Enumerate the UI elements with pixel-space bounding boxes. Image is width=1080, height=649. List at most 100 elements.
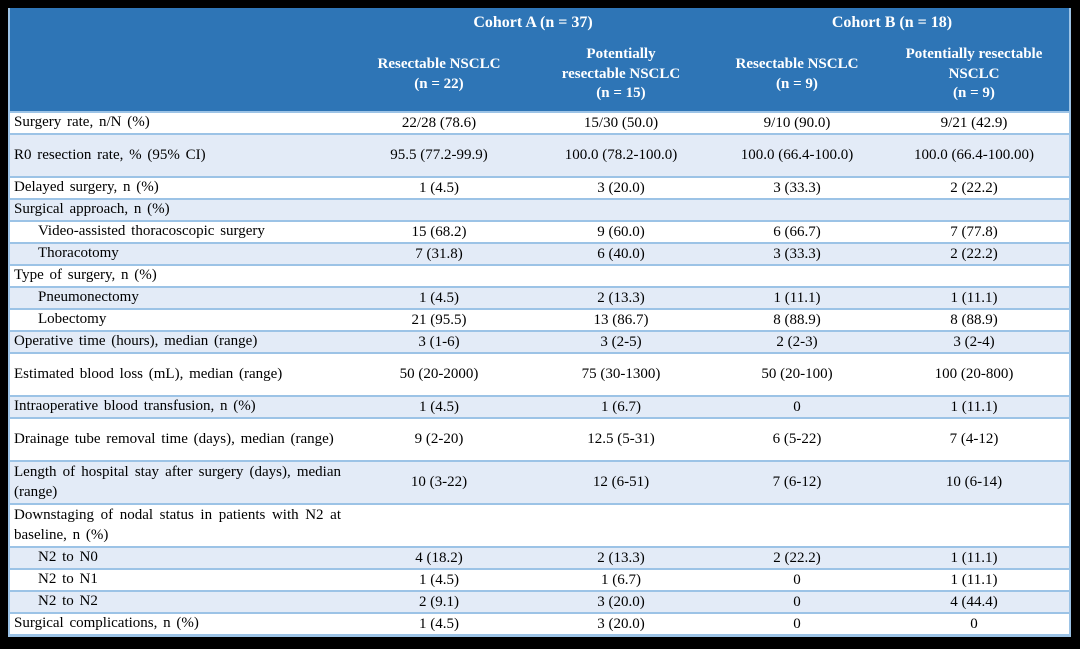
value-cell: 1 (4.5) (419, 179, 459, 196)
row-label: Surgery rate, n/N (%) (14, 114, 150, 131)
value-cell: 12 (6-51) (592, 474, 650, 490)
value-cell: 10 (3-22) (410, 474, 468, 490)
column-header-resectable-a: Resectable NSCLC (n = 22) (377, 56, 501, 92)
value-cell: 4 (44.4) (950, 593, 998, 610)
cohort-header-row: Cohort A (n = 37) Cohort B (n = 18) (10, 8, 1069, 38)
value-cell: 9 (60.0) (597, 223, 645, 240)
value-cell: 9/21 (42.9) (940, 114, 1008, 131)
value-cell: 75 (30-1300) (581, 366, 661, 382)
value-cell: 15/30 (50.0) (583, 114, 659, 131)
row-label: N2 to N0 (38, 549, 98, 566)
row-label: Length of hospital stay after surgery (d… (14, 464, 341, 500)
value-cell: 6 (5-22) (772, 431, 822, 447)
value-cell: 8 (88.9) (773, 311, 821, 328)
value-cell: 3 (2-4) (953, 333, 995, 350)
value-cell: 3 (33.3) (773, 179, 821, 196)
row-label: Video-assisted thoracoscopic surgery (38, 223, 265, 240)
row-label: Intraoperative blood transfusion, n (%) (14, 398, 256, 415)
table-row: Downstaging of nodal status in patients … (10, 503, 1069, 546)
value-cell: 3 (2-5) (600, 333, 642, 350)
value-cell: 3 (20.0) (597, 179, 645, 196)
table-row: Estimated blood loss (mL), median (range… (10, 352, 1069, 395)
value-cell: 13 (86.7) (593, 311, 649, 328)
table-body: Surgery rate, n/N (%) 22/28 (78.6) 15/30 (… (10, 111, 1069, 634)
table-row: Lobectomy 21 (95.5) 13 (86.7) 8 (88.9) 8 (88… (10, 308, 1069, 330)
value-cell: 3 (20.0) (597, 593, 645, 610)
value-cell: 6 (40.0) (597, 245, 645, 262)
value-cell: 21 (95.5) (411, 311, 467, 328)
value-cell: 1 (4.5) (419, 398, 459, 415)
cohort-a-header: Cohort A (n = 37) (473, 14, 593, 31)
value-cell: 15 (68.2) (411, 223, 467, 240)
value-cell: 2 (22.2) (773, 549, 821, 566)
value-cell: 2 (9.1) (419, 593, 459, 610)
table-row: N2 to N0 4 (18.2) 2 (13.3) 2 (22.2) 1 (11.1) (10, 546, 1069, 568)
value-cell: 1 (6.7) (601, 571, 641, 588)
value-cell: 2 (2-3) (776, 333, 818, 350)
row-label: R0 resection rate, % (95% CI) (14, 146, 206, 163)
value-cell: 3 (20.0) (597, 615, 645, 632)
value-cell: 1 (11.1) (950, 398, 998, 415)
surgical-outcomes-table: Cohort A (n = 37) Cohort B (n = 18) Rese… (8, 8, 1071, 637)
table-row: N2 to N2 2 (9.1) 3 (20.0) 0 4 (44.4) (10, 590, 1069, 612)
value-cell: 9/10 (90.0) (763, 114, 831, 131)
value-cell: 1 (4.5) (419, 289, 459, 306)
value-cell: 2 (22.2) (950, 179, 998, 196)
value-cell: 95.5 (77.2-99.9) (390, 147, 488, 163)
value-cell: 0 (793, 398, 801, 415)
row-label: Type of surgery, n (%) (14, 267, 157, 284)
cohort-b-header: Cohort B (n = 18) (831, 14, 953, 31)
row-label: Lobectomy (38, 311, 107, 328)
table-row: R0 resection rate, % (95% CI) 95.5 (77.2-… (10, 133, 1069, 176)
row-label: N2 to N1 (38, 571, 98, 588)
column-header-potentially-resectable-a: Potentially resectable NSCLC (n = 15) (561, 46, 681, 102)
row-label: Delayed surgery, n (%) (14, 179, 159, 196)
value-cell: 50 (20-100) (761, 366, 833, 382)
value-cell: 7 (31.8) (415, 245, 463, 262)
value-cell: 1 (11.1) (950, 571, 998, 588)
table-row: Delayed surgery, n (%) 1 (4.5) 3 (20.0) 3 (… (10, 176, 1069, 198)
row-label: Downstaging of nodal status in patients … (14, 507, 341, 543)
value-cell: 1 (11.1) (950, 289, 998, 306)
value-cell: 1 (6.7) (601, 398, 641, 415)
value-cell: 2 (13.3) (597, 289, 645, 306)
column-header-resectable-b: Resectable NSCLC (n = 9) (735, 56, 859, 92)
row-label: Estimated blood loss (mL), median (range… (14, 365, 283, 382)
value-cell: 50 (20-2000) (399, 366, 479, 382)
value-cell: 1 (11.1) (773, 289, 821, 306)
value-cell: 2 (13.3) (597, 549, 645, 566)
value-cell: 2 (22.2) (950, 245, 998, 262)
table-row: Drainage tube removal time (days), media… (10, 417, 1069, 460)
column-header-potentially-resectable-b: Potentially resectable NSCLC (n = 9) (905, 46, 1043, 102)
table-row: Surgical approach, n (%) (10, 198, 1069, 220)
table-row: Type of surgery, n (%) (10, 264, 1069, 286)
row-label: Surgical complications, n (%) (14, 615, 199, 632)
value-cell: 10 (6-14) (945, 474, 1003, 490)
row-label: Pneumonectomy (38, 289, 139, 306)
value-cell: 12.5 (5-31) (587, 431, 655, 447)
value-cell: 8 (88.9) (950, 311, 998, 328)
table-row: Pneumonectomy 1 (4.5) 2 (13.3) 1 (11.1) 1 (1… (10, 286, 1069, 308)
value-cell: 3 (1-6) (418, 333, 460, 350)
value-cell: 6 (66.7) (773, 223, 821, 240)
column-header-row: Resectable NSCLC (n = 22) Potentially re… (10, 38, 1069, 111)
row-label: Surgical approach, n (%) (14, 201, 170, 218)
value-cell: 100.0 (66.4-100.00) (914, 147, 1034, 163)
row-label: Operative time (hours), median (range) (14, 333, 258, 350)
value-cell: 3 (33.3) (773, 245, 821, 262)
table-header: Cohort A (n = 37) Cohort B (n = 18) Rese… (10, 8, 1069, 111)
value-cell: 100 (20-800) (934, 366, 1014, 382)
table-row: Operative time (hours), median (range) 3 … (10, 330, 1069, 352)
value-cell: 100.0 (78.2-100.0) (564, 147, 678, 163)
table-row: Intraoperative blood transfusion, n (%) 1… (10, 395, 1069, 417)
table-row: Thoracotomy 7 (31.8) 6 (40.0) 3 (33.3) 2 (22… (10, 242, 1069, 264)
value-cell: 4 (18.2) (415, 549, 463, 566)
value-cell: 1 (4.5) (419, 615, 459, 632)
value-cell: 100.0 (66.4-100.0) (740, 147, 854, 163)
table-row: Surgical complications, n (%) 1 (4.5) 3 (2… (10, 612, 1069, 634)
value-cell: 1 (4.5) (419, 571, 459, 588)
value-cell: 1 (11.1) (950, 549, 998, 566)
value-cell: 7 (4-12) (949, 431, 999, 447)
value-cell: 0 (793, 615, 801, 632)
